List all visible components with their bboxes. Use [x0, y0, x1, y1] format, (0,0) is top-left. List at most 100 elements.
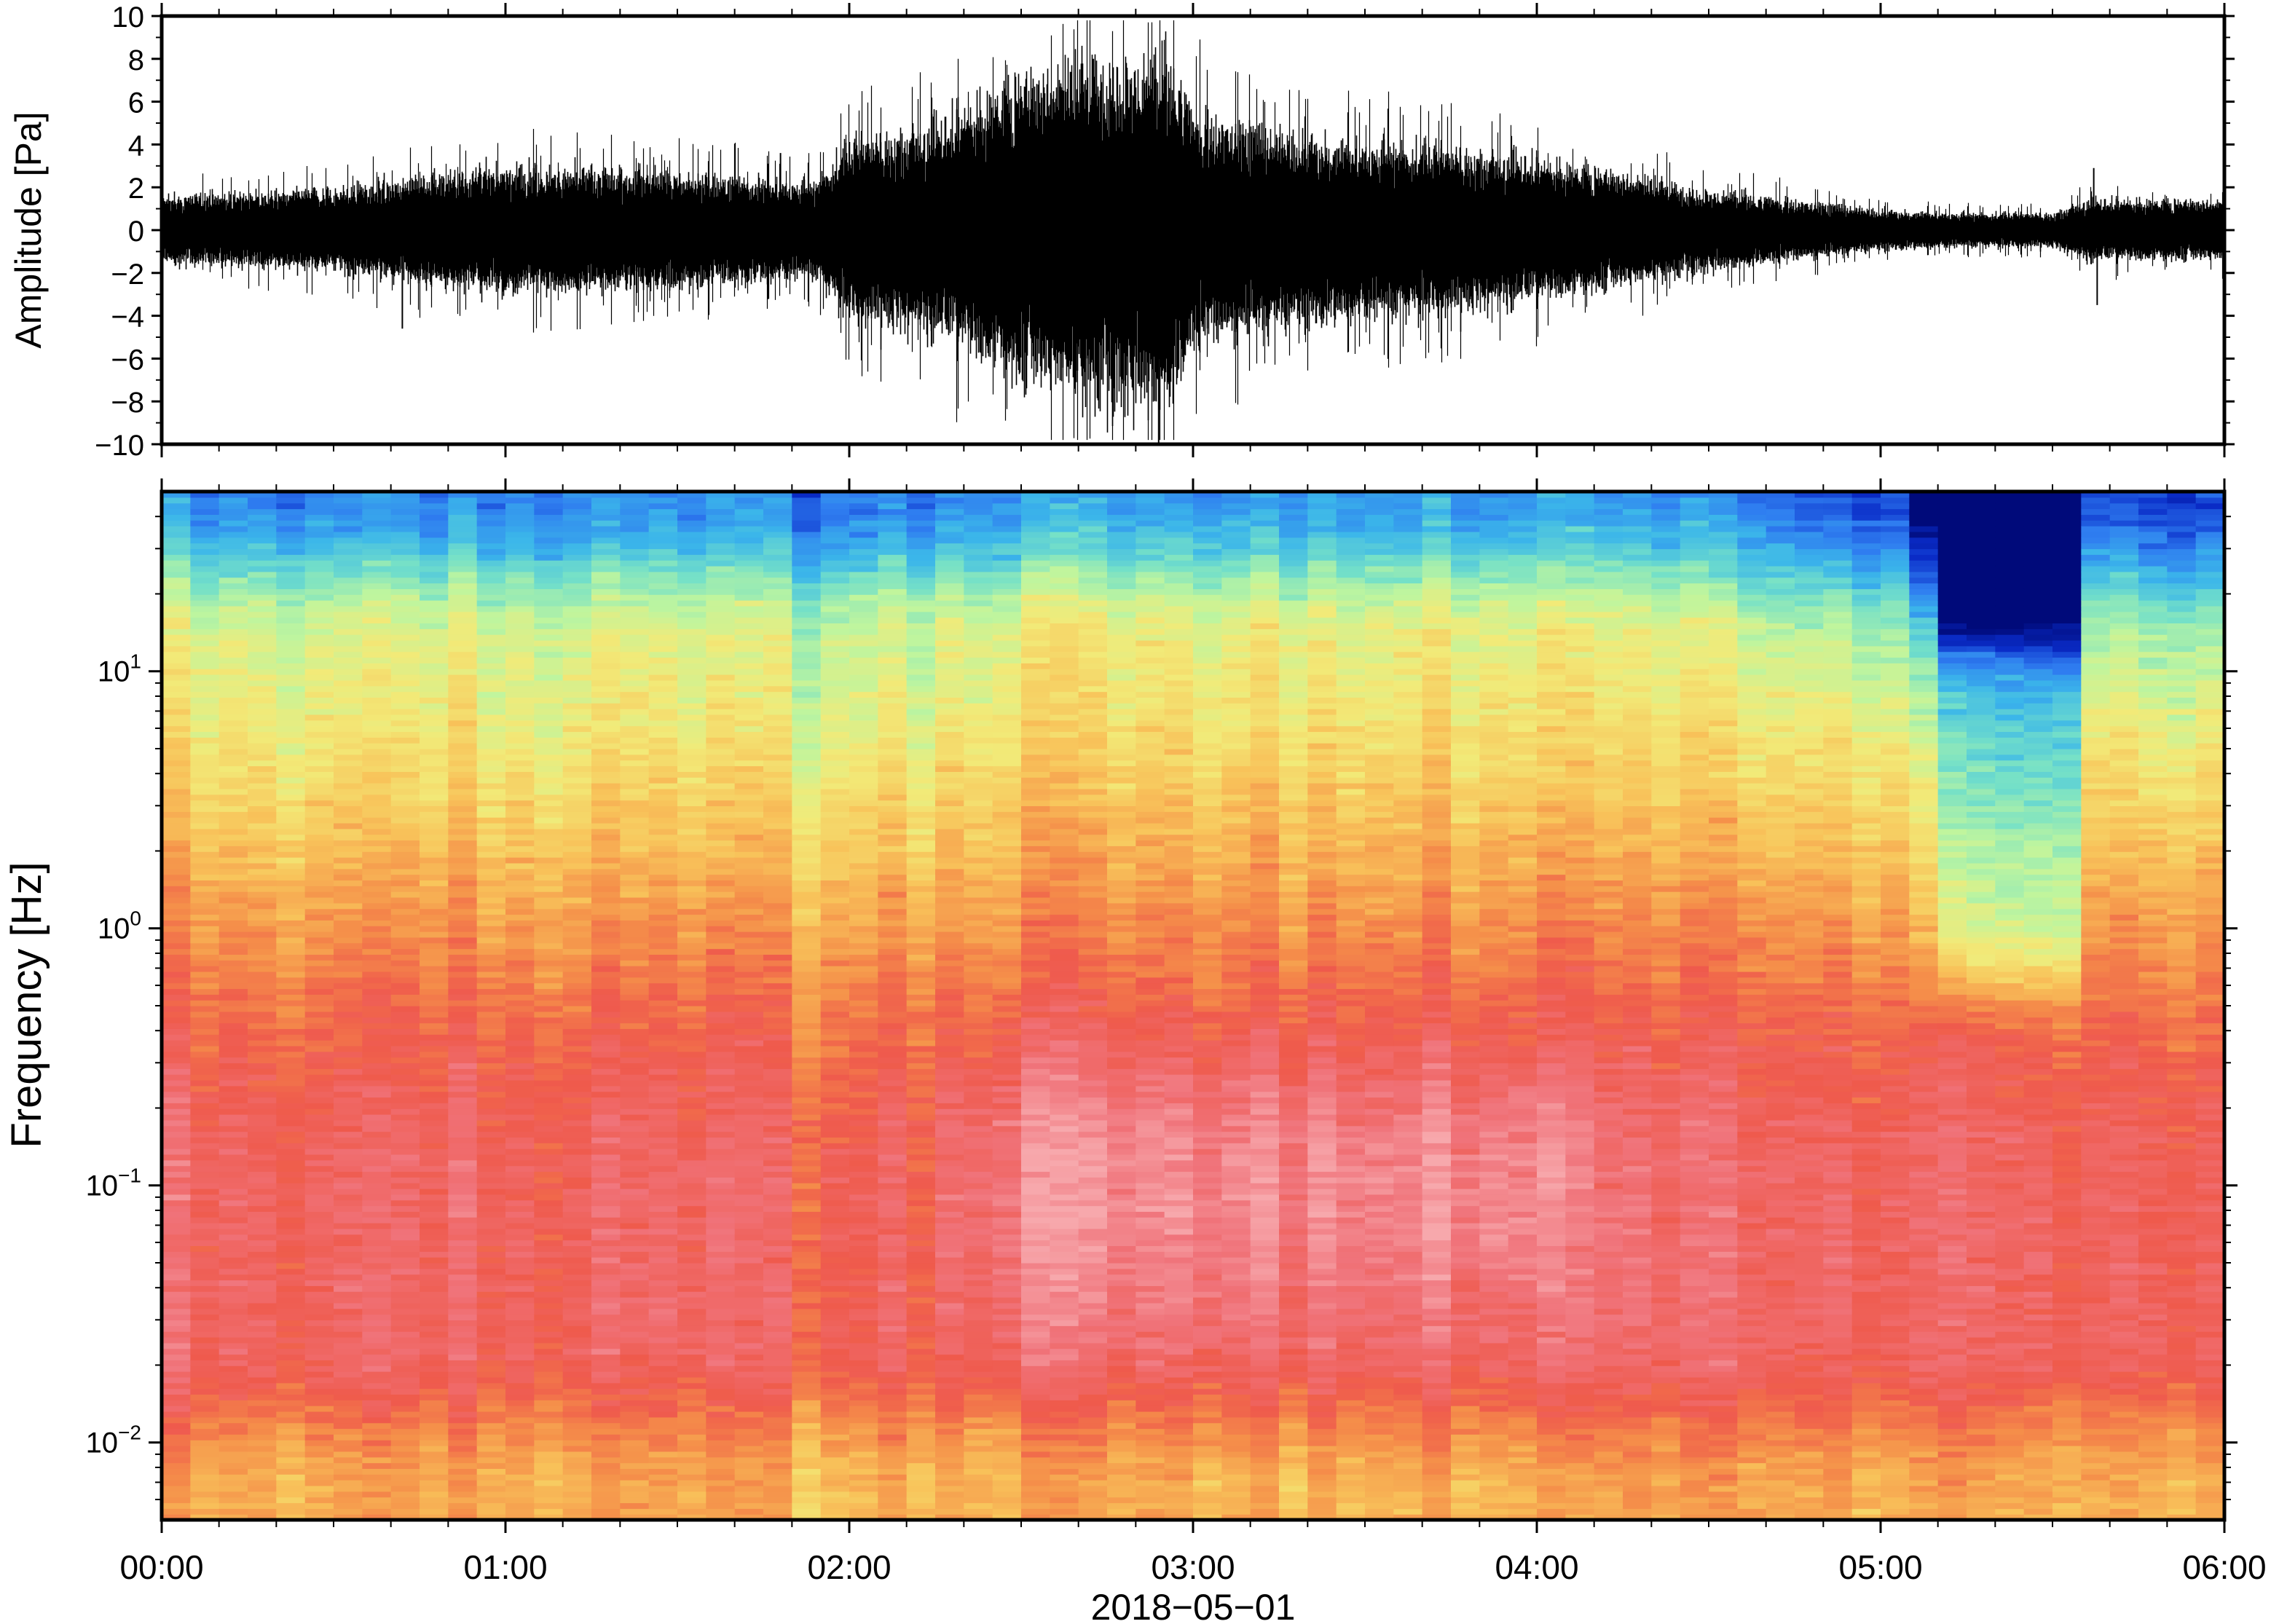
spectrogram-cell — [448, 617, 478, 624]
spectrogram-cell — [763, 697, 792, 703]
spectrogram-cell — [878, 1228, 908, 1235]
spectrogram-cell — [878, 1234, 908, 1241]
spectrogram-cell — [448, 526, 478, 532]
spectrogram-cell — [706, 1125, 736, 1132]
spectrogram-cell — [763, 896, 792, 904]
spectrogram-cell — [219, 857, 248, 864]
spectrogram-cell — [591, 1114, 621, 1121]
spectrogram-cell — [562, 966, 592, 972]
spectrogram-cell — [591, 1320, 621, 1326]
spectrogram-cell — [706, 765, 736, 772]
spectrogram-cell — [162, 537, 191, 544]
spectrogram-cell — [763, 1508, 792, 1515]
spectrogram-cell — [248, 560, 277, 567]
spectrogram-cell — [763, 1234, 792, 1241]
spectrogram-cell — [820, 920, 850, 926]
spectrogram-cell — [620, 1480, 650, 1486]
spectrogram-cell — [677, 1045, 707, 1052]
spectrogram-cell — [906, 1302, 936, 1309]
spectrogram-cell — [648, 1234, 678, 1241]
spectrogram-cell — [677, 731, 707, 738]
spectrogram-cell — [648, 1125, 678, 1132]
spectrogram-cell — [562, 822, 592, 829]
spectrogram-cell — [334, 1480, 363, 1486]
spectrogram-cell — [591, 583, 621, 589]
spectrogram-cell — [190, 1376, 220, 1384]
spectrogram-cell — [677, 834, 707, 841]
spectrogram-cell — [304, 1234, 334, 1241]
spectrogram-cell — [706, 1223, 736, 1229]
spectrogram-cell — [792, 1245, 822, 1252]
spectrogram-cell — [390, 1079, 420, 1087]
spectrogram-cell — [706, 508, 736, 515]
spectrogram-cell — [390, 1354, 420, 1360]
spectrogram-cell — [562, 554, 592, 561]
spectrogram-cell — [792, 988, 822, 995]
spectrogram-cell — [505, 497, 535, 504]
spectrogram-cell — [878, 1131, 908, 1138]
spectrogram-cell — [534, 1159, 564, 1167]
spectrogram-cell — [906, 611, 936, 618]
spectrogram-cell — [763, 1446, 792, 1452]
spectrogram-cell — [390, 502, 420, 510]
spectrogram-cell — [677, 588, 707, 595]
spectrogram-cell — [763, 800, 792, 807]
spectrogram-cell — [906, 1108, 936, 1115]
spectrogram-cell — [304, 1491, 334, 1498]
spectrogram-cell — [820, 931, 850, 938]
spectrogram-cell — [248, 577, 277, 584]
spectrogram-cell — [562, 1371, 592, 1378]
spectrogram-cell — [448, 1085, 478, 1092]
spectrogram-cell — [878, 794, 908, 801]
spectrogram-cell — [878, 1411, 908, 1418]
spectrogram-cell — [591, 1400, 621, 1406]
spectrogram-cell — [820, 531, 850, 538]
spectrogram-cell — [562, 1223, 592, 1229]
spectrogram-cell — [334, 1502, 363, 1509]
spectrogram-cell — [878, 743, 908, 749]
spectrogram-cell — [276, 874, 306, 881]
spectrogram-cell — [820, 1440, 850, 1446]
spectrogram-cell — [620, 709, 650, 715]
spectrogram-cell — [706, 605, 736, 612]
spectrogram-cell — [534, 817, 564, 824]
spectrogram-cell — [734, 720, 764, 727]
spectrogram-cell — [878, 1497, 908, 1504]
spectrogram-cell — [620, 1006, 650, 1012]
spectrogram-cell — [734, 1462, 764, 1469]
spectrogram-cell — [792, 800, 822, 807]
spectrogram-cell — [648, 600, 678, 607]
spectrogram-cell — [677, 1183, 707, 1189]
spectrogram-cell — [677, 1194, 707, 1201]
spectrogram-cell — [562, 834, 592, 841]
spectrogram-cell — [448, 594, 478, 601]
spectrogram-cell — [248, 1263, 277, 1269]
spectrogram-cell — [562, 1148, 592, 1155]
spectrogram-cell — [390, 896, 420, 904]
spectrogram-cell — [792, 908, 822, 915]
spectrogram-cell — [448, 1342, 478, 1349]
spectrogram-cell — [505, 685, 535, 693]
spectrogram-cell — [505, 1416, 535, 1424]
spectrogram-cell — [448, 1194, 478, 1201]
spectrogram-cell — [734, 1199, 764, 1207]
spectrogram-cell — [648, 931, 678, 938]
spectrogram-cell — [706, 1400, 736, 1406]
spectrogram-cell — [476, 908, 506, 915]
spectrogram-cell — [219, 982, 248, 990]
spectrogram-cell — [677, 1406, 707, 1412]
spectrogram-cell — [448, 857, 478, 864]
spectrogram-cell — [534, 1422, 564, 1430]
spectrogram-cell — [820, 1074, 850, 1081]
spectrogram-cell — [677, 1325, 707, 1332]
spectrogram-cell — [304, 1348, 334, 1355]
spectrogram-cell — [648, 942, 678, 950]
spectrogram-cell — [476, 1217, 506, 1223]
spectrogram-cell — [906, 1422, 936, 1430]
spectrogram-cell — [505, 537, 535, 544]
spectrogram-cell — [706, 685, 736, 693]
spectrogram-cell — [849, 1091, 878, 1098]
spectrogram-cell — [878, 1189, 908, 1195]
spectrogram-cell — [476, 1125, 506, 1132]
spectrogram-cell — [591, 1274, 621, 1281]
